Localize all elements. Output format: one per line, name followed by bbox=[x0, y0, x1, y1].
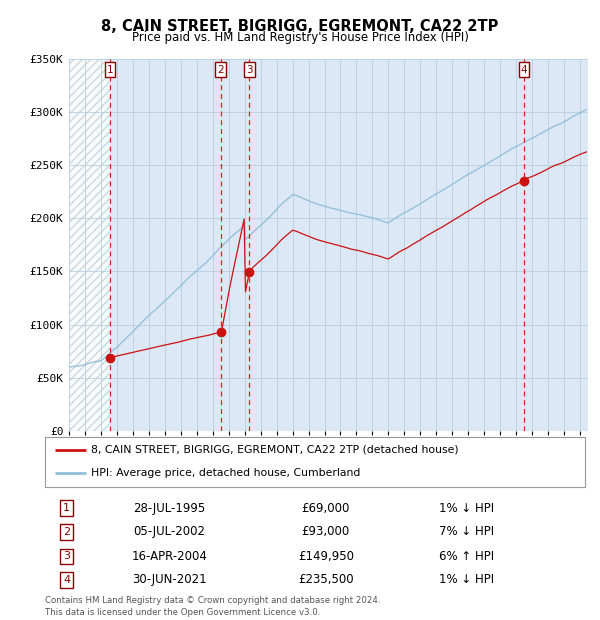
Text: 1% ↓ HPI: 1% ↓ HPI bbox=[439, 502, 494, 515]
Text: £235,500: £235,500 bbox=[298, 574, 353, 587]
Text: £149,950: £149,950 bbox=[298, 550, 354, 563]
Text: 16-APR-2004: 16-APR-2004 bbox=[131, 550, 207, 563]
Text: 8, CAIN STREET, BIGRIGG, EGREMONT, CA22 2TP (detached house): 8, CAIN STREET, BIGRIGG, EGREMONT, CA22 … bbox=[91, 445, 458, 455]
Text: 3: 3 bbox=[63, 551, 70, 561]
Text: 1% ↓ HPI: 1% ↓ HPI bbox=[439, 574, 494, 587]
Text: 8, CAIN STREET, BIGRIGG, EGREMONT, CA22 2TP: 8, CAIN STREET, BIGRIGG, EGREMONT, CA22 … bbox=[101, 19, 499, 33]
Text: 28-JUL-1995: 28-JUL-1995 bbox=[133, 502, 205, 515]
Text: £93,000: £93,000 bbox=[302, 525, 350, 538]
Text: 05-JUL-2002: 05-JUL-2002 bbox=[133, 525, 205, 538]
Text: 2: 2 bbox=[218, 64, 224, 74]
Text: 1: 1 bbox=[107, 64, 113, 74]
Text: 30-JUN-2021: 30-JUN-2021 bbox=[132, 574, 206, 587]
Text: 1: 1 bbox=[63, 503, 70, 513]
Text: 6% ↑ HPI: 6% ↑ HPI bbox=[439, 550, 494, 563]
Text: 3: 3 bbox=[246, 64, 253, 74]
Text: Contains HM Land Registry data © Crown copyright and database right 2024.
This d: Contains HM Land Registry data © Crown c… bbox=[45, 596, 380, 618]
Text: 7% ↓ HPI: 7% ↓ HPI bbox=[439, 525, 494, 538]
Text: £69,000: £69,000 bbox=[302, 502, 350, 515]
Text: Price paid vs. HM Land Registry's House Price Index (HPI): Price paid vs. HM Land Registry's House … bbox=[131, 31, 469, 44]
Bar bbox=[69, 59, 110, 431]
Text: HPI: Average price, detached house, Cumberland: HPI: Average price, detached house, Cumb… bbox=[91, 468, 360, 478]
Text: 4: 4 bbox=[521, 64, 527, 74]
Text: 4: 4 bbox=[63, 575, 70, 585]
Text: 2: 2 bbox=[63, 527, 70, 537]
